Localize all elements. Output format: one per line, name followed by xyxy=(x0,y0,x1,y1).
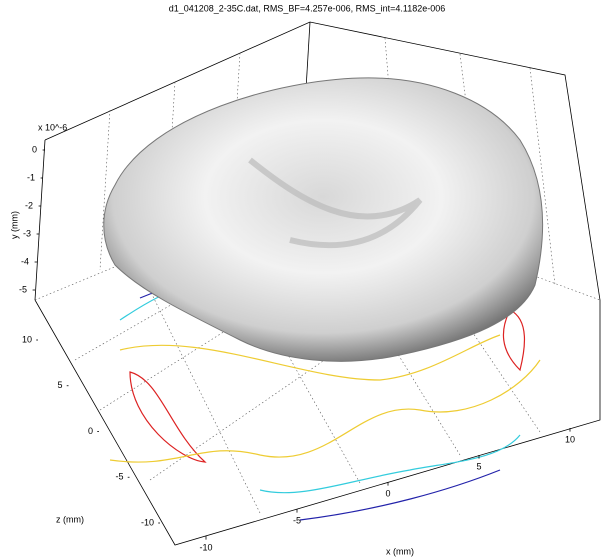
tick-label: -5 xyxy=(293,515,301,525)
x-axis-label: x (mm) xyxy=(386,546,414,556)
chart: d1_041208_2-35C.dat, RMS_BF=4.257e-006, … xyxy=(0,0,615,560)
tick-label: 0 xyxy=(385,488,390,498)
tick-label: -3 xyxy=(23,228,31,238)
tick-label: 10 xyxy=(22,334,32,344)
tick-label: -5 xyxy=(19,284,27,294)
tick-label: 5 xyxy=(57,380,62,390)
tick-label: -1 xyxy=(27,172,35,182)
tick-label: -10 xyxy=(141,517,154,527)
chart-title: d1_041208_2-35C.dat, RMS_BF=4.257e-006, … xyxy=(169,3,446,13)
tick-label: 5 xyxy=(476,461,481,471)
tick-label: 10 xyxy=(565,434,575,444)
tick-label: -5 xyxy=(115,472,123,482)
y-exponent: x 10^-6 xyxy=(38,122,67,132)
tick-label: 0 xyxy=(32,144,37,154)
tick-label: -2 xyxy=(25,200,33,210)
tick-label: -4 xyxy=(21,256,29,266)
y-axis-label: y (mm) xyxy=(9,211,19,239)
tick-label: -10 xyxy=(199,542,212,552)
z-axis-label: z (mm) xyxy=(56,514,84,524)
tick-label: 0 xyxy=(88,426,93,436)
